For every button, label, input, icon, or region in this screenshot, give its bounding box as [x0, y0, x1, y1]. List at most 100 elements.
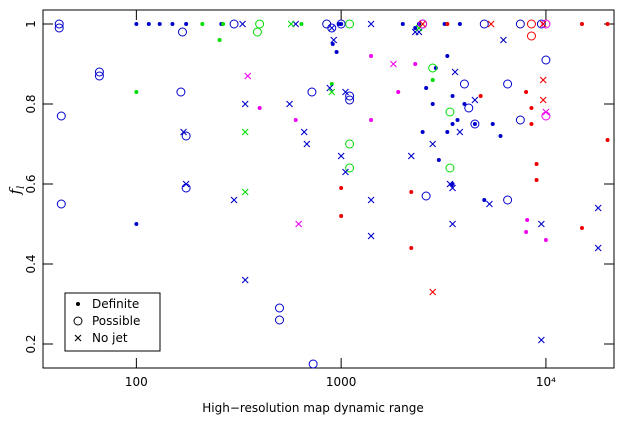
data-point [241, 128, 249, 136]
data-point [537, 336, 545, 344]
data-point [430, 102, 435, 106]
legend-label: Definite [92, 297, 139, 311]
data-point [430, 78, 435, 82]
data-point [605, 22, 610, 26]
data-point [257, 106, 262, 110]
data-point [307, 87, 317, 97]
data-point [334, 50, 339, 54]
data-point [241, 100, 249, 108]
data-point [94, 67, 104, 77]
data-point [486, 200, 493, 208]
data-point [56, 199, 66, 209]
data-point [529, 106, 534, 110]
data-point [221, 22, 226, 26]
y-tick-label: 0.8 [24, 94, 38, 113]
data-point [409, 246, 414, 250]
data-point [134, 90, 139, 94]
data-point [428, 63, 438, 73]
data-point [433, 66, 438, 70]
data-point [429, 140, 437, 148]
data-point [146, 22, 151, 26]
data-point [184, 22, 189, 26]
data-point [300, 128, 308, 136]
data-point [229, 19, 239, 29]
data-point [345, 139, 355, 149]
data-point [515, 115, 525, 125]
legend-marker [74, 334, 82, 342]
data-point [342, 168, 349, 176]
y-axis-label: fl [6, 186, 27, 196]
data-point [241, 276, 249, 284]
data-point [54, 19, 64, 29]
data-point [339, 214, 344, 218]
data-point [322, 19, 332, 29]
legend-marker [76, 302, 80, 306]
data-point [515, 19, 525, 29]
data-point [524, 230, 529, 234]
data-point [293, 118, 298, 122]
data-point [605, 138, 610, 142]
data-point [446, 180, 454, 188]
legend-marker [73, 316, 83, 326]
data-point [490, 122, 495, 126]
data-point [308, 359, 318, 369]
data-point [457, 22, 462, 26]
data-point [330, 42, 335, 46]
data-point [579, 22, 584, 26]
data-point [274, 303, 284, 313]
data-point [421, 191, 431, 201]
data-point [345, 91, 355, 101]
data-point [445, 107, 455, 117]
data-point [94, 71, 104, 81]
data-point [274, 315, 284, 325]
data-point [337, 152, 345, 160]
data-point [367, 232, 375, 240]
data-point [286, 100, 293, 108]
data-point [472, 122, 477, 126]
data-point [54, 23, 64, 33]
data-point [500, 36, 507, 44]
data-point [479, 19, 489, 29]
data-point [445, 22, 450, 26]
data-point [525, 218, 530, 222]
legend-label: Possible [92, 314, 140, 328]
data-point [594, 244, 602, 252]
y-tick-label: 0.2 [24, 334, 38, 353]
data-point [230, 196, 238, 204]
data-point [451, 68, 459, 76]
data-point [413, 62, 418, 66]
data-point [56, 111, 66, 121]
data-point [539, 76, 547, 84]
data-point [181, 131, 191, 141]
data-point [367, 20, 375, 28]
data-point [178, 27, 188, 37]
data-point [396, 90, 401, 94]
data-point [252, 27, 262, 37]
data-point [450, 122, 455, 126]
data-point [367, 196, 375, 204]
data-point [503, 79, 513, 89]
data-point [539, 96, 547, 104]
data-point [345, 163, 355, 173]
data-point [470, 119, 480, 129]
data-point [369, 54, 374, 58]
data-point [526, 19, 536, 29]
data-point [579, 226, 584, 230]
data-point [303, 140, 311, 148]
data-point [424, 86, 429, 90]
data-point [482, 198, 487, 202]
data-point [471, 96, 479, 104]
data-point [536, 19, 546, 29]
data-point [328, 88, 336, 96]
data-point [200, 22, 205, 26]
data-point [244, 72, 252, 80]
data-point [339, 22, 344, 26]
data-point [445, 54, 450, 58]
data-point [459, 79, 469, 89]
data-point [529, 122, 534, 126]
data-point [295, 220, 303, 228]
data-point [181, 183, 191, 193]
data-point [534, 178, 539, 182]
data-point [478, 94, 483, 98]
data-point [537, 220, 545, 228]
